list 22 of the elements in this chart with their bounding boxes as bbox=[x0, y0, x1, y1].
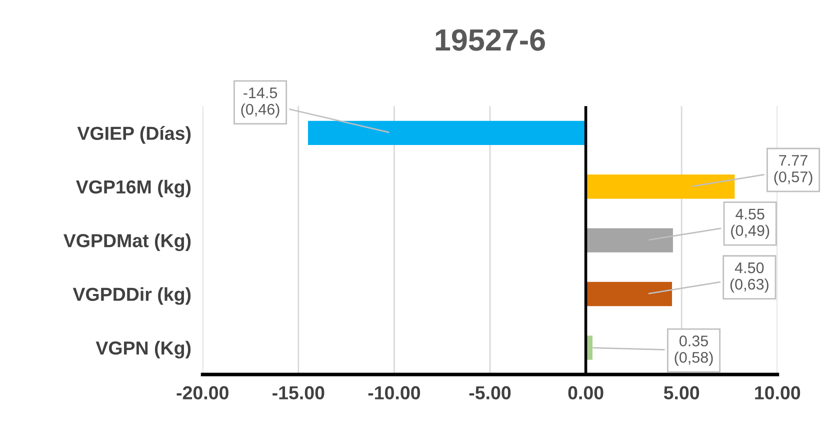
data-label: 0.35 (0,58) bbox=[674, 336, 713, 366]
x-tick-label: 5.00 bbox=[664, 386, 700, 400]
y-tick-label: VGIEP (Días) bbox=[77, 126, 191, 144]
data-label: -14.5 (0,46) bbox=[241, 88, 280, 118]
x-tick-label: 0.00 bbox=[568, 386, 604, 400]
chart-title: 19527-6 bbox=[436, 29, 545, 51]
y-tick-label: VGPN (Kg) bbox=[96, 340, 191, 358]
data-label: 7.77 (0,57) bbox=[774, 155, 812, 186]
bar bbox=[586, 282, 672, 306]
bar bbox=[308, 120, 586, 146]
data-label: 4.50 (0,63) bbox=[730, 262, 768, 293]
y-tick-label: VGPDMat (Kg) bbox=[64, 234, 191, 252]
x-tick-label: -10.00 bbox=[368, 386, 420, 400]
x-tick-label: -15.00 bbox=[272, 386, 324, 400]
bar bbox=[586, 174, 735, 199]
y-tick-label: VGP16M (kg) bbox=[76, 180, 191, 198]
x-tick-label: 10.00 bbox=[755, 386, 800, 400]
bar bbox=[586, 228, 673, 252]
x-tick-label: -20.00 bbox=[176, 386, 228, 400]
x-tick-label: -5.00 bbox=[469, 386, 511, 400]
y-tick-label: VGPDDir (kg) bbox=[72, 287, 191, 305]
data-label: 4.55 (0,49) bbox=[731, 208, 770, 239]
